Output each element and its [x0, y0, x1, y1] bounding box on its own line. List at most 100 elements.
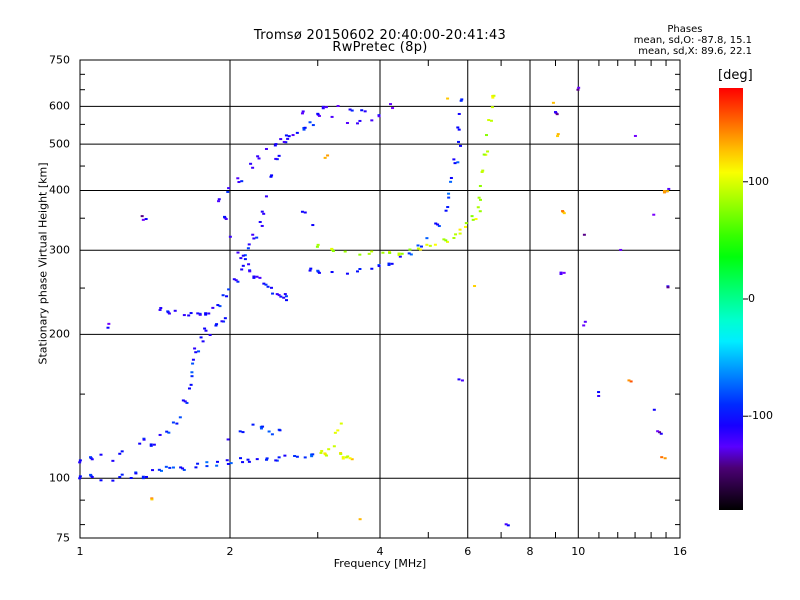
data-point: [215, 460, 219, 463]
data-point: [225, 459, 229, 462]
data-point: [248, 270, 252, 273]
data-point: [315, 245, 319, 248]
data-point: [204, 329, 208, 332]
data-point: [205, 465, 209, 468]
data-point: [166, 310, 170, 313]
data-point: [274, 157, 278, 160]
data-point: [240, 268, 244, 271]
data-point: [436, 223, 440, 226]
data-point: [627, 379, 631, 382]
data-point: [295, 131, 299, 134]
data-point: [321, 105, 325, 108]
y-tick-label: 300: [49, 243, 70, 257]
data-point: [225, 295, 229, 298]
data-point: [264, 283, 268, 286]
data-point: [310, 455, 314, 458]
y-tick-label: 500: [49, 137, 70, 151]
data-point: [197, 350, 201, 353]
data-point: [629, 380, 633, 383]
data-point: [330, 271, 334, 274]
phases-heading: Phases: [667, 24, 703, 35]
data-point: [237, 181, 241, 184]
data-point: [345, 121, 349, 124]
data-point: [582, 324, 586, 327]
data-point: [356, 270, 360, 273]
data-point: [656, 430, 660, 433]
data-point: [597, 394, 601, 397]
data-point: [302, 128, 306, 131]
data-point: [311, 124, 315, 127]
phases-o-mode: mean, sd,O: -87.8, 15.1: [633, 35, 752, 46]
data-point: [232, 278, 236, 281]
colorbar-tick-label: 100: [748, 174, 769, 188]
data-point: [252, 237, 256, 240]
data-point: [562, 212, 566, 215]
data-point: [269, 175, 273, 178]
data-point: [89, 456, 93, 459]
data-point: [446, 240, 450, 243]
data-point: [316, 112, 320, 115]
data-point: [270, 174, 274, 177]
data-point: [478, 184, 482, 187]
data-point: [291, 134, 295, 137]
data-point: [259, 427, 263, 430]
data-point: [283, 454, 287, 457]
data-point: [204, 312, 208, 315]
data-point: [388, 251, 392, 254]
data-point: [556, 133, 560, 136]
data-point: [191, 358, 195, 361]
data-point: [478, 198, 482, 201]
data-point: [140, 215, 144, 218]
data-point: [257, 157, 261, 160]
data-point: [456, 126, 460, 129]
data-point: [336, 105, 340, 108]
data-point: [190, 371, 194, 374]
data-point: [619, 248, 623, 251]
data-point: [247, 460, 251, 463]
data-point: [391, 107, 395, 110]
data-point: [667, 187, 671, 190]
data-point: [120, 450, 124, 453]
data-point: [118, 476, 122, 479]
data-point: [348, 108, 352, 111]
data-point: [282, 140, 286, 143]
x-tick-label: 4: [376, 545, 384, 558]
data-point: [444, 209, 448, 212]
data-point: [167, 312, 171, 315]
data-point: [241, 264, 245, 267]
data-point: [223, 317, 227, 320]
data-point: [118, 452, 122, 455]
data-point: [185, 401, 189, 404]
data-point: [453, 162, 457, 165]
data-point: [159, 469, 163, 472]
data-point: [463, 225, 467, 228]
data-point: [363, 110, 367, 113]
data-point: [660, 456, 664, 459]
data-point: [208, 334, 212, 337]
data-point: [239, 257, 243, 260]
data-point: [300, 112, 304, 115]
data-point: [343, 250, 347, 253]
data-point: [171, 421, 175, 424]
data-point: [481, 169, 485, 172]
data-point: [360, 109, 364, 112]
data-point: [562, 271, 566, 274]
data-point: [234, 279, 238, 282]
data-point: [333, 431, 337, 434]
data-point: [458, 232, 462, 235]
data-point: [444, 239, 448, 242]
data-point: [284, 295, 288, 298]
data-point: [178, 416, 182, 419]
data-point: [173, 309, 177, 312]
data-point: [262, 212, 266, 215]
data-point: [90, 476, 94, 479]
data-point: [504, 523, 508, 526]
data-point: [165, 430, 169, 433]
data-point: [336, 429, 340, 432]
data-point: [277, 456, 281, 459]
data-point: [247, 263, 251, 266]
data-point: [341, 456, 345, 459]
colorbar: [719, 88, 743, 510]
data-point: [106, 326, 110, 329]
data-point: [377, 115, 381, 118]
